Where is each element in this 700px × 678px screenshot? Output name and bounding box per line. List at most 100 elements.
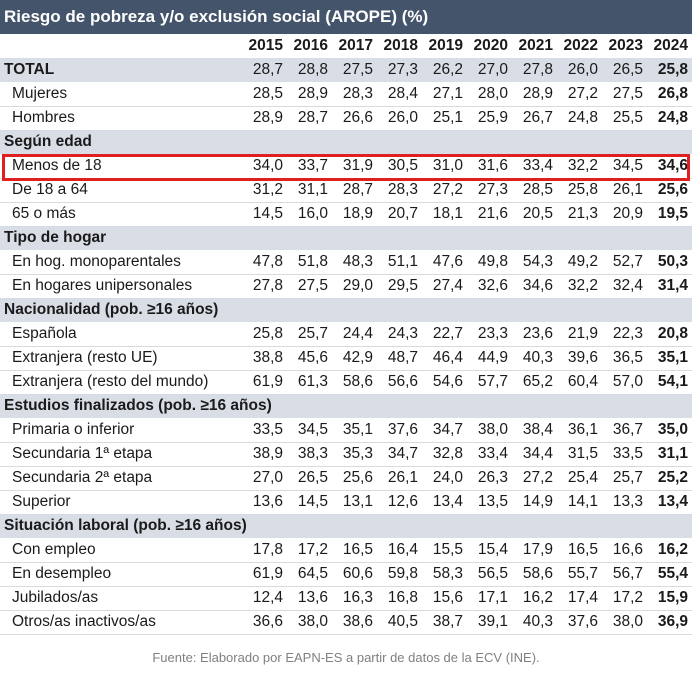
- year-header-2016: 2016: [293, 37, 328, 54]
- value-cell: 27,5: [602, 82, 647, 107]
- arope-table: 2015 2016 2017 2018 2019 2020 2021 2022 2023 2024…: [0, 34, 692, 635]
- table-row: En hogares unipersonales 27,8 27,5 29,0 29,5…: [0, 274, 692, 299]
- table-row: Superior 13,6 14,5 13,1 12,6 13,4 13,5 14,9 14,1…: [0, 490, 692, 515]
- value-cell: 50,3: [647, 250, 692, 275]
- table-row: Con empleo 17,8 17,2 16,5 16,4 15,5 15,4 17,9 16…: [0, 538, 692, 563]
- value-cell: 16,8: [377, 586, 422, 611]
- value-cell: 28,3: [377, 178, 422, 203]
- value-cell: 65,2: [512, 370, 557, 395]
- year-header-2024: 2024: [653, 37, 688, 54]
- year-header-2015: 2015: [248, 37, 283, 54]
- value-cell: 31,2: [242, 178, 287, 203]
- value-cell: 31,6: [467, 154, 512, 179]
- value-cell: 44,9: [467, 346, 512, 371]
- value-cell: 20,8: [647, 322, 692, 347]
- value-cell: 26,7: [512, 106, 557, 131]
- value-cell: 45,6: [287, 346, 332, 371]
- value-cell: 38,6: [332, 610, 377, 635]
- value-cell: 28,7: [332, 178, 377, 203]
- value-cell: 56,7: [602, 562, 647, 587]
- value-cell: 36,1: [557, 418, 602, 443]
- value-cell: 23,6: [512, 322, 557, 347]
- value-cell: 58,3: [422, 562, 467, 587]
- value-cell: 17,2: [602, 586, 647, 611]
- row-label: Española: [0, 322, 242, 347]
- value-cell: 26,0: [557, 58, 602, 82]
- value-cell: 58,6: [512, 562, 557, 587]
- row-label: Mujeres: [0, 82, 242, 107]
- value-cell: 29,5: [377, 274, 422, 299]
- year-header-2017: 2017: [338, 37, 373, 54]
- value-cell: 17,8: [242, 538, 287, 563]
- row-label: Secundaria 1ª etapa: [0, 442, 242, 467]
- value-cell: 35,1: [332, 418, 377, 443]
- value-cell: 15,4: [467, 538, 512, 563]
- row-label: Extranjera (resto del mundo): [0, 370, 242, 395]
- value-cell: 27,2: [512, 466, 557, 491]
- value-cell: 31,5: [557, 442, 602, 467]
- value-cell: 28,7: [242, 58, 287, 82]
- value-cell: 13,1: [332, 490, 377, 515]
- row-label: Otros/as inactivos/as: [0, 610, 242, 635]
- value-cell: 28,9: [287, 82, 332, 107]
- value-cell: 15,5: [422, 538, 467, 563]
- value-cell: 16,5: [557, 538, 602, 563]
- section-header-row: Situación laboral (pob. ≥16 años): [0, 514, 692, 538]
- value-cell: 33,4: [512, 154, 557, 179]
- value-cell: 25,9: [467, 106, 512, 131]
- row-label: TOTAL: [0, 58, 242, 82]
- value-cell: 25,7: [602, 466, 647, 491]
- value-cell: 16,2: [647, 538, 692, 563]
- value-cell: 38,4: [512, 418, 557, 443]
- row-label: Secundaria 2ª etapa: [0, 466, 242, 491]
- value-cell: 31,9: [332, 154, 377, 179]
- section-label: Tipo de hogar: [0, 226, 692, 250]
- value-cell: 27,3: [467, 178, 512, 203]
- value-cell: 26,3: [467, 466, 512, 491]
- value-cell: 15,6: [422, 586, 467, 611]
- section-header-row: Estudios finalizados (pob. ≥16 años): [0, 394, 692, 418]
- value-cell: 54,3: [512, 250, 557, 275]
- row-label: Primaria o inferior: [0, 418, 242, 443]
- value-cell: 13,4: [422, 490, 467, 515]
- row-label: Hombres: [0, 106, 242, 131]
- value-cell: 32,2: [557, 154, 602, 179]
- value-cell: 39,1: [467, 610, 512, 635]
- value-cell: 51,1: [377, 250, 422, 275]
- value-cell: 14,5: [242, 202, 287, 227]
- value-cell: 27,0: [467, 58, 512, 82]
- value-cell: 27,3: [377, 58, 422, 82]
- table-row: Mujeres 28,5 28,9 28,3 28,4 27,1 28,0 28,9 27,2 2…: [0, 82, 692, 107]
- value-cell: 21,3: [557, 202, 602, 227]
- value-cell: 38,0: [467, 418, 512, 443]
- header-label-cell: [0, 34, 242, 58]
- table-row: En desempleo 61,9 64,5 60,6 59,8 58,3 56,5 58,6…: [0, 562, 692, 587]
- value-cell: 35,1: [647, 346, 692, 371]
- value-cell: 14,5: [287, 490, 332, 515]
- source-note: Fuente: Elaborado por EAPN-ES a partir d…: [152, 650, 540, 665]
- value-cell: 32,4: [602, 274, 647, 299]
- value-cell: 56,6: [377, 370, 422, 395]
- year-header-2020: 2020: [473, 37, 508, 54]
- value-cell: 16,0: [287, 202, 332, 227]
- value-cell: 54,6: [422, 370, 467, 395]
- value-cell: 34,5: [602, 154, 647, 179]
- value-cell: 32,8: [422, 442, 467, 467]
- table-row: En hog. monoparentales 47,8 51,8 48,3 51,1 47…: [0, 250, 692, 275]
- value-cell: 20,9: [602, 202, 647, 227]
- value-cell: 61,3: [287, 370, 332, 395]
- value-cell: 26,0: [377, 106, 422, 131]
- value-cell: 22,7: [422, 322, 467, 347]
- value-cell: 58,6: [332, 370, 377, 395]
- value-cell: 16,3: [332, 586, 377, 611]
- year-header-2021: 2021: [518, 37, 553, 54]
- value-cell: 40,3: [512, 610, 557, 635]
- value-cell: 33,7: [287, 154, 332, 179]
- value-cell: 24,3: [377, 322, 422, 347]
- value-cell: 14,9: [512, 490, 557, 515]
- value-cell: 28,5: [242, 82, 287, 107]
- value-cell: 31,1: [287, 178, 332, 203]
- value-cell: 35,0: [647, 418, 692, 443]
- table-title: Riesgo de pobreza y/o exclusión social (…: [0, 0, 692, 34]
- value-cell: 31,0: [422, 154, 467, 179]
